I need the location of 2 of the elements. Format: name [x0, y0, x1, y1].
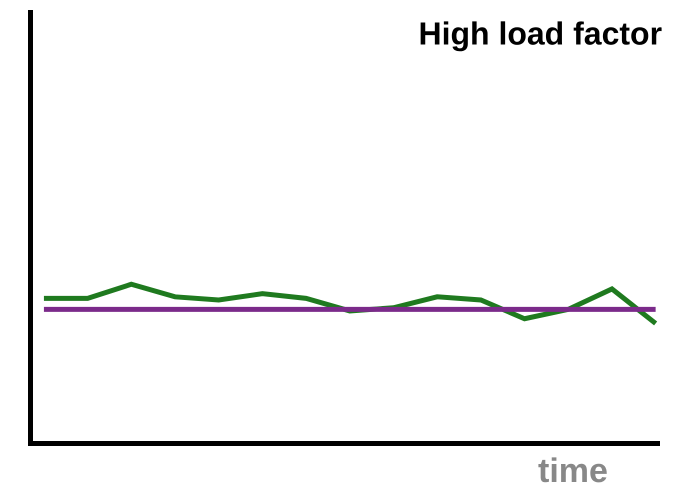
x-axis-title: time	[538, 452, 608, 490]
chart-title: High load factor	[418, 16, 662, 52]
